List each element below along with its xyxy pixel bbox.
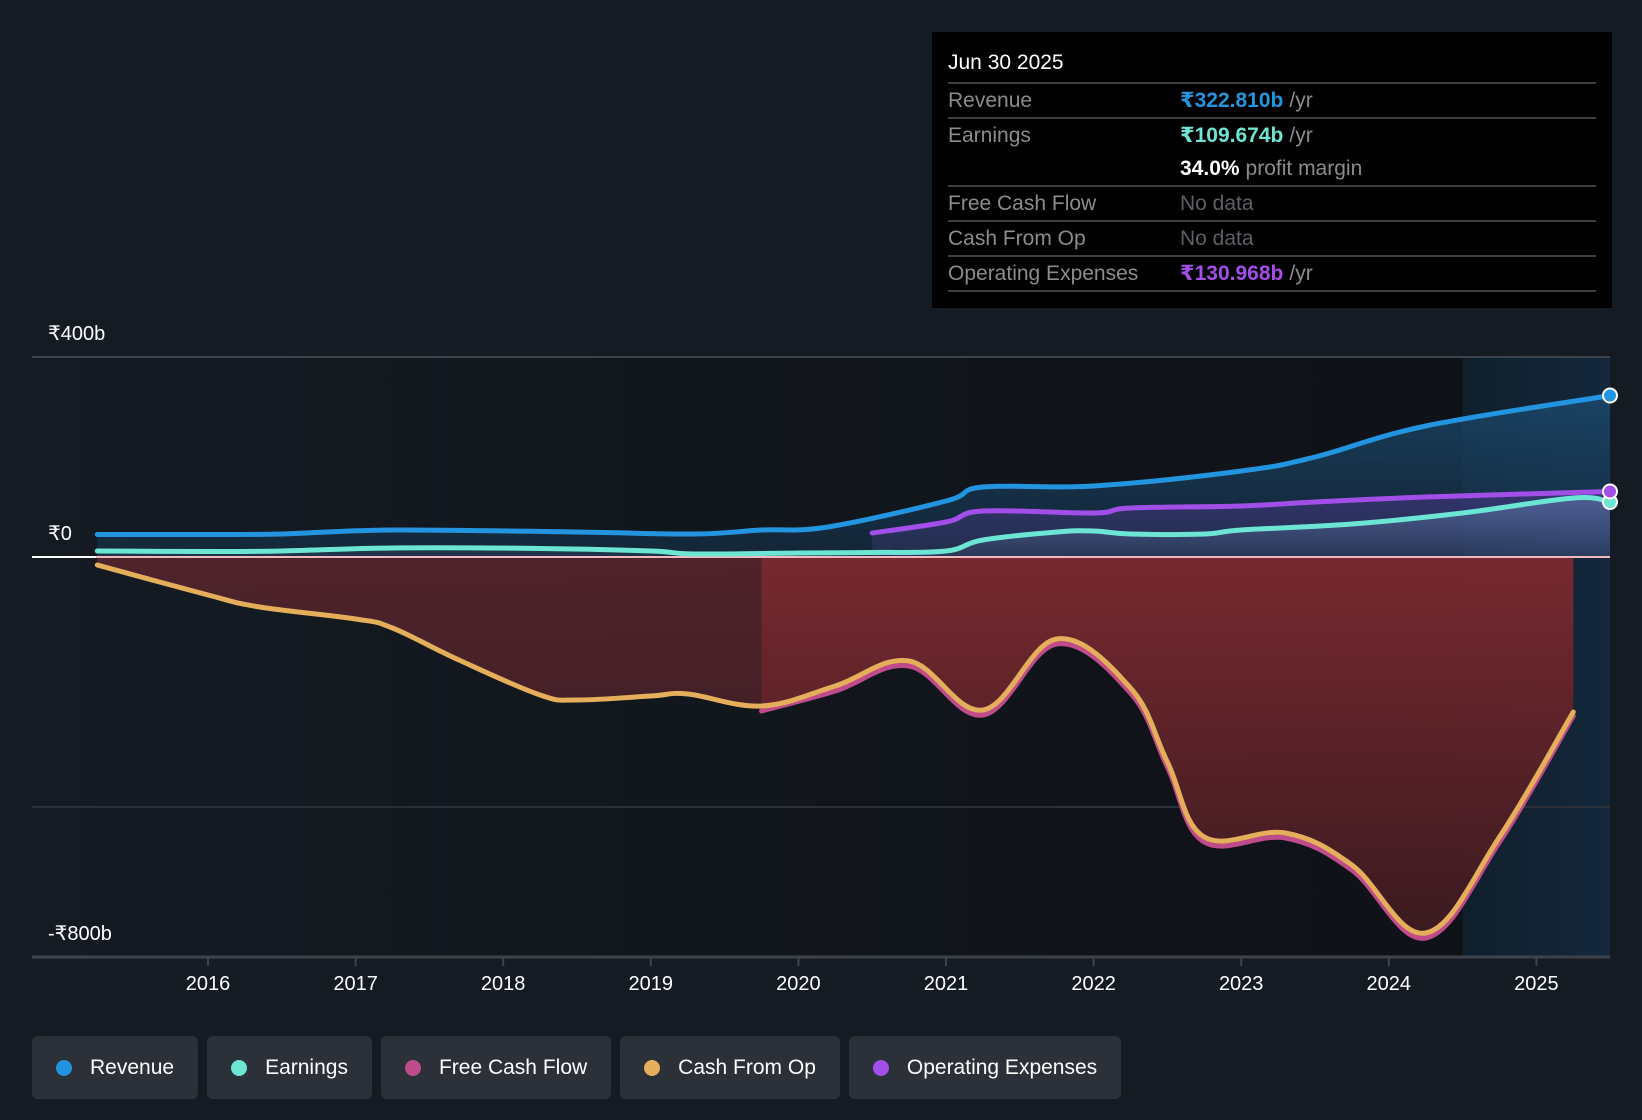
tooltip-row-cash-from-op: Cash From Op No data — [948, 222, 1596, 257]
tooltip-label: Earnings — [948, 123, 1031, 147]
tooltip-unit: /yr — [1289, 261, 1313, 285]
x-tick-label: 2017 — [333, 973, 378, 995]
tooltip-unit: /yr — [1289, 88, 1313, 112]
tooltip-label: Free Cash Flow — [948, 191, 1097, 215]
x-tick-label: 2023 — [1219, 973, 1264, 995]
operating-expenses-dot-icon — [872, 1059, 889, 1076]
x-tick-label: 2018 — [481, 973, 526, 995]
x-tick-label: 2025 — [1514, 973, 1559, 995]
earnings-line — [94, 495, 1610, 557]
tooltip-value: No data — [1180, 191, 1254, 215]
legend-label: Operating Expenses — [906, 1055, 1098, 1079]
earnings-area — [97, 497, 1610, 557]
tooltip-row-free-cash-flow: Free Cash Flow No data — [948, 187, 1596, 222]
legend-label: Cash From Op — [678, 1055, 816, 1079]
series-areas — [96, 395, 1610, 937]
legend-item-earnings[interactable]: Earnings — [207, 1036, 372, 1099]
y-tick-label: ₹0 — [48, 523, 72, 545]
x-tick-label: 2022 — [1071, 973, 1116, 995]
tooltip-value: No data — [1180, 226, 1254, 250]
x-tick-label: 2020 — [776, 973, 821, 995]
legend-item-cash-from-op[interactable]: Cash From Op — [620, 1036, 840, 1099]
cash-from-op-dot-icon — [644, 1059, 661, 1076]
legend: Revenue Earnings Free Cash Flow Cash Fro… — [32, 1036, 1122, 1099]
end-markers — [1602, 387, 1618, 510]
tooltip-row-profit-margin: 34.0% profit margin — [948, 152, 1596, 187]
free-cash-flow-area — [761, 557, 1574, 937]
tooltip-date: Jun 30 2025 — [948, 46, 1596, 84]
tooltip-value: ₹109.674b — [1180, 124, 1284, 147]
revenue-line — [94, 393, 1610, 538]
revenue-dot-icon — [56, 1059, 72, 1076]
legend-item-free-cash-flow[interactable]: Free Cash Flow — [380, 1036, 612, 1099]
tooltip-unit: /yr — [1289, 123, 1313, 147]
tooltip-row-operating-expenses: Operating Expenses ₹130.968b /yr — [948, 257, 1596, 292]
series-lines — [94, 393, 1610, 941]
legend-label: Revenue — [90, 1055, 175, 1079]
tooltip-label: Revenue — [948, 88, 1033, 112]
earnings-dot-icon — [231, 1059, 248, 1076]
x-axis: 2016 2017 2018 2019 2020 2021 2022 2023 2024 2025 — [186, 957, 1559, 995]
revenue-end-marker[interactable] — [1602, 387, 1618, 404]
profit-margin-label: profit margin — [1245, 156, 1363, 180]
tooltip-value: ₹322.810b — [1180, 89, 1284, 112]
legend-item-operating-expenses[interactable]: Operating Expenses — [848, 1036, 1122, 1099]
tooltip-row-revenue: Revenue ₹322.810b /yr — [948, 84, 1596, 119]
tooltip-label: Cash From Op — [948, 226, 1086, 250]
free-cash-flow-dot-icon — [404, 1059, 421, 1076]
profit-margin-value: 34.0% — [1180, 156, 1240, 180]
operating-expenses-line — [869, 489, 1610, 536]
cash-from-op-line — [94, 562, 1576, 936]
x-tick-label: 2019 — [629, 973, 674, 995]
tooltip: Jun 30 2025 Revenue ₹322.810b /yr Earnin… — [932, 32, 1612, 308]
operating-expenses-end-marker[interactable] — [1602, 483, 1618, 500]
y-tick-label: ₹400b — [48, 323, 105, 345]
tooltip-label: Operating Expenses — [948, 261, 1139, 285]
y-axis: ₹400b ₹0 -₹800b — [48, 323, 112, 945]
tooltip-row-earnings: Earnings ₹109.674b /yr — [948, 119, 1596, 152]
legend-label: Free Cash Flow — [438, 1055, 588, 1079]
legend-label: Earnings — [265, 1055, 348, 1079]
y-tick-label: -₹800b — [48, 923, 112, 945]
x-tick-label: 2024 — [1367, 973, 1412, 995]
legend-item-revenue[interactable]: Revenue — [32, 1036, 199, 1099]
x-tick-label: 2016 — [186, 973, 231, 995]
x-tick-label: 2021 — [924, 973, 969, 995]
tooltip-value: ₹130.968b — [1180, 262, 1284, 285]
